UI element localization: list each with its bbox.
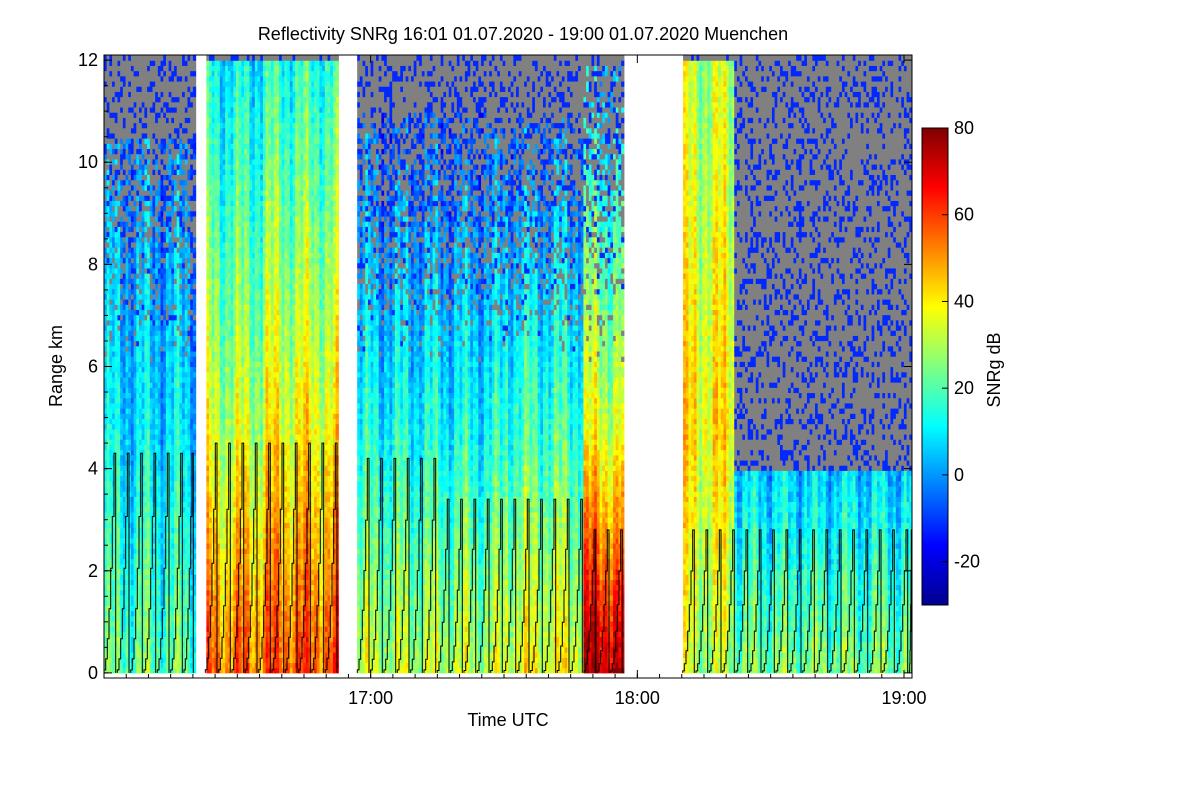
chart-root: Reflectivity SNRg 16:01 01.07.2020 - 19:… [0,0,1200,800]
plot-area [104,55,913,679]
chart-title: Reflectivity SNRg 16:01 01.07.2020 - 19:… [258,24,788,44]
